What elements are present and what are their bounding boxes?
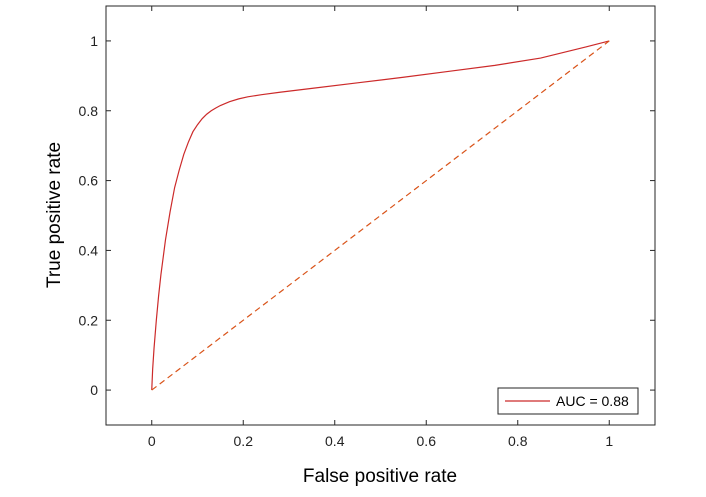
x-tick-label: 0.6 <box>417 433 437 449</box>
ticks-layer: 0 0.2 0.4 0.6 0.8 1 0 0.2 0.4 0.6 0.8 1 <box>79 6 655 449</box>
legend: AUC = 0.88 <box>497 387 639 415</box>
y-tick-label: 0.6 <box>79 173 99 189</box>
y-axis-label: True positive rate <box>44 142 65 288</box>
chance-diagonal-line <box>151 40 610 391</box>
y-tick-label: 1 <box>90 33 98 49</box>
x-tick-label: 0.2 <box>234 433 254 449</box>
series-layer <box>151 40 610 391</box>
x-tick-label: 0.8 <box>508 433 528 449</box>
plot-area <box>106 6 655 425</box>
legend-label: AUC = 0.88 <box>556 393 629 409</box>
x-axis-label: False positive rate <box>303 466 457 487</box>
x-tick-label: 0 <box>148 433 156 449</box>
roc-curve-line <box>151 40 610 391</box>
y-tick-label: 0.8 <box>79 103 99 119</box>
y-tick-label: 0.2 <box>79 312 99 328</box>
x-tick-label: 1 <box>605 433 613 449</box>
y-tick-label: 0.4 <box>79 242 99 258</box>
plot-frame <box>105 5 656 426</box>
y-tick-label: 0 <box>90 382 98 398</box>
x-tick-label: 0.4 <box>325 433 345 449</box>
